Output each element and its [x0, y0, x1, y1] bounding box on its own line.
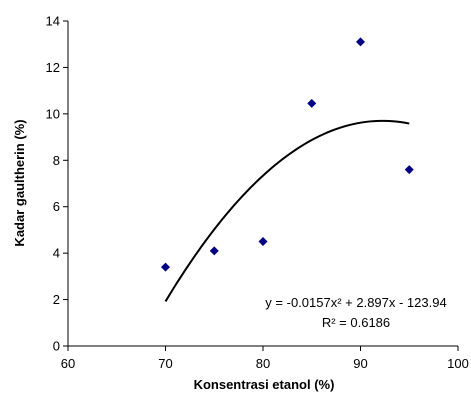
y-tick-label: 8	[53, 153, 60, 168]
y-axis-title: Kadar gaultherin (%)	[12, 119, 27, 246]
data-point	[258, 237, 268, 247]
data-point	[307, 98, 317, 108]
y-tick-label: 12	[46, 60, 60, 75]
x-tick-label: 90	[353, 356, 367, 371]
x-axis-ticks: 60 70 80 90 100	[61, 346, 469, 371]
y-tick-label: 14	[46, 14, 60, 29]
x-axis-title: Konsentrasi etanol (%)	[194, 377, 335, 392]
trendline	[164, 119, 410, 302]
x-tick-label: 70	[158, 356, 172, 371]
data-point	[356, 37, 365, 47]
r-squared-label: R² = 0.6186	[322, 315, 390, 330]
y-tick-label: 6	[53, 199, 60, 214]
data-point	[209, 246, 219, 256]
data-points	[161, 37, 414, 272]
trendline-equation: y = -0.0157x² + 2.897x - 123.94	[265, 295, 446, 310]
x-tick-label: 100	[447, 356, 469, 371]
y-axis-ticks: 0 2 4 6 8 10 12 14	[46, 14, 68, 354]
data-point	[161, 262, 170, 272]
y-tick-label: 4	[53, 246, 60, 261]
x-tick-label: 80	[256, 356, 270, 371]
y-tick-label: 10	[46, 106, 60, 121]
y-tick-label: 0	[53, 339, 60, 354]
y-tick-label: 2	[53, 292, 60, 307]
x-tick-label: 60	[61, 356, 75, 371]
data-point	[404, 165, 414, 175]
